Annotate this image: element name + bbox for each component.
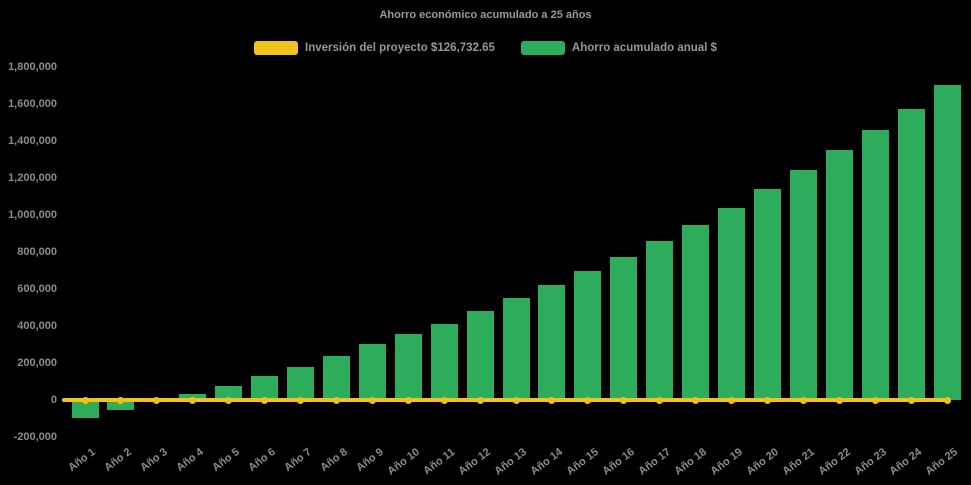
bar-año-15[interactable] bbox=[574, 271, 602, 400]
chart-title: Ahorro económico acumulado a 25 años bbox=[379, 9, 592, 21]
bar-año-13[interactable] bbox=[502, 298, 530, 400]
investment-line-marker[interactable] bbox=[189, 396, 197, 404]
x-axis-label: Año 13 bbox=[492, 446, 530, 478]
x-axis-label: Año 12 bbox=[456, 446, 494, 478]
y-axis-label: 0 bbox=[50, 394, 57, 406]
y-axis-label: -200,000 bbox=[13, 431, 57, 444]
y-axis-label: 1,800,000 bbox=[8, 60, 57, 73]
bar-año-5[interactable] bbox=[215, 385, 243, 400]
investment-line-marker[interactable] bbox=[763, 396, 771, 404]
investment-line-marker[interactable] bbox=[153, 396, 161, 404]
investment-line-marker[interactable] bbox=[476, 396, 484, 404]
bar-año-19[interactable] bbox=[718, 207, 746, 400]
investment-line-marker[interactable] bbox=[332, 396, 340, 404]
x-axis-label: Año 7 bbox=[282, 446, 314, 474]
y-axis-label: 400,000 bbox=[17, 319, 57, 332]
y-axis-label: 800,000 bbox=[17, 245, 57, 258]
investment-line-marker[interactable] bbox=[656, 396, 664, 404]
bar-año-24[interactable] bbox=[897, 108, 925, 400]
x-axis-label: Año 10 bbox=[384, 446, 422, 478]
x-axis-label: Año 17 bbox=[636, 446, 673, 478]
x-axis-label: Año 8 bbox=[318, 446, 350, 474]
investment-line-marker[interactable] bbox=[799, 396, 807, 404]
x-axis-label: Año 6 bbox=[246, 446, 278, 474]
x-axis-label: Año 24 bbox=[887, 446, 925, 478]
x-axis-label: Año 11 bbox=[421, 446, 458, 478]
investment-line-marker[interactable] bbox=[835, 396, 843, 404]
x-axis-label: Año 18 bbox=[672, 446, 709, 478]
bar-año-22[interactable] bbox=[825, 149, 853, 400]
legend-swatch-investment-icon bbox=[254, 41, 299, 55]
investment-line-marker[interactable] bbox=[297, 396, 305, 404]
x-axis-label: Año 2 bbox=[102, 446, 135, 474]
x-axis-label: Año 25 bbox=[923, 446, 961, 478]
legend-swatch-savings-icon bbox=[520, 41, 565, 55]
y-axis-label: 1,000,000 bbox=[8, 208, 57, 221]
bar-año-12[interactable] bbox=[466, 311, 494, 400]
x-axis-label: Año 23 bbox=[851, 446, 889, 478]
y-axis-label: 1,200,000 bbox=[8, 171, 57, 184]
y-axis-label: 1,400,000 bbox=[8, 134, 57, 147]
bar-año-16[interactable] bbox=[610, 256, 638, 400]
bar-año-8[interactable] bbox=[322, 356, 350, 400]
bar-año-14[interactable] bbox=[538, 285, 566, 400]
investment-line-marker[interactable] bbox=[512, 396, 520, 404]
y-axis-label: 600,000 bbox=[17, 282, 57, 295]
legend-item-savings[interactable]: Ahorro acumulado anual $ bbox=[520, 41, 717, 55]
investment-line-marker[interactable] bbox=[871, 396, 879, 404]
investment-line-marker[interactable] bbox=[620, 396, 628, 404]
legend: Inversión del proyecto $126,732.65 Ahorr… bbox=[0, 41, 971, 55]
x-axis-label: Año 15 bbox=[564, 446, 602, 478]
x-axis-label: Año 20 bbox=[744, 446, 781, 478]
investment-line-marker[interactable] bbox=[728, 396, 736, 404]
x-axis-label: Año 9 bbox=[353, 446, 386, 474]
bar-año-21[interactable] bbox=[789, 170, 817, 400]
x-axis-label: Año 21 bbox=[780, 446, 817, 478]
x-axis-label: Año 5 bbox=[210, 446, 242, 474]
bar-año-23[interactable] bbox=[861, 129, 889, 400]
investment-line-marker[interactable] bbox=[584, 396, 592, 404]
x-axis-label: Año 4 bbox=[174, 446, 206, 474]
legend-label-investment: Inversión del proyecto $126,732.65 bbox=[305, 42, 495, 54]
investment-line-marker[interactable] bbox=[943, 396, 951, 404]
bar-año-17[interactable] bbox=[646, 240, 674, 400]
investment-line-marker[interactable] bbox=[907, 396, 915, 404]
bar-año-11[interactable] bbox=[430, 323, 458, 400]
investment-line-marker[interactable] bbox=[81, 396, 89, 404]
x-axis-label: Año 16 bbox=[600, 446, 638, 478]
bar-año-1[interactable] bbox=[71, 400, 99, 418]
investment-line-marker[interactable] bbox=[225, 396, 233, 404]
x-axis-label: Año 3 bbox=[138, 446, 171, 474]
y-axis-label: 1,600,000 bbox=[8, 97, 57, 110]
bar-año-25[interactable] bbox=[933, 85, 961, 400]
bar-año-7[interactable] bbox=[287, 366, 315, 400]
investment-line-marker[interactable] bbox=[261, 396, 269, 404]
legend-item-investment[interactable]: Inversión del proyecto $126,732.65 bbox=[254, 41, 495, 55]
x-axis-label: Año 14 bbox=[528, 446, 566, 478]
investment-line-marker[interactable] bbox=[548, 396, 556, 404]
legend-label-savings: Ahorro acumulado anual $ bbox=[571, 42, 717, 54]
x-axis-label: Año 22 bbox=[816, 446, 853, 478]
bar-año-6[interactable] bbox=[251, 376, 279, 400]
x-axis-label: Año 19 bbox=[708, 446, 745, 478]
bar-año-9[interactable] bbox=[358, 344, 386, 400]
y-axis-label: 200,000 bbox=[17, 356, 57, 369]
investment-line bbox=[62, 398, 952, 402]
investment-line-marker[interactable] bbox=[440, 396, 448, 404]
bar-año-20[interactable] bbox=[753, 189, 781, 400]
investment-line-marker[interactable] bbox=[692, 396, 700, 404]
investment-line-marker[interactable] bbox=[368, 396, 376, 404]
investment-line-marker[interactable] bbox=[117, 396, 125, 404]
bar-año-10[interactable] bbox=[394, 333, 422, 400]
x-axis-label: Año 1 bbox=[66, 446, 99, 474]
bar-año-18[interactable] bbox=[682, 224, 710, 400]
investment-line-marker[interactable] bbox=[404, 396, 412, 404]
bar-año-2[interactable] bbox=[107, 400, 135, 411]
